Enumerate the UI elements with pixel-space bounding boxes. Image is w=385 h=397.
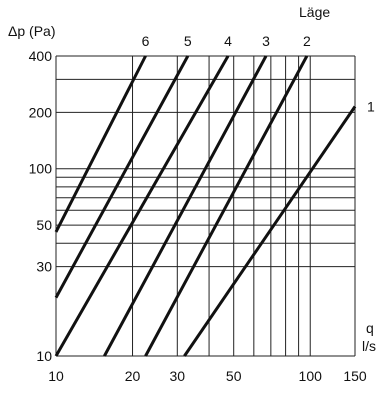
x-tick-label-10: 10: [48, 368, 64, 384]
series-lines: [54, 55, 357, 357]
y-tick-label-50: 50: [36, 217, 52, 233]
y-tick-label-200: 200: [29, 104, 53, 120]
y-tick-label-10: 10: [36, 348, 52, 364]
labels: Δp (Pa) Läge 6 5 4 3 2 1 10 20 30 50 100 150 10 30 50 1…: [8, 4, 376, 384]
series-label-2: 2: [303, 33, 311, 49]
series-label-5: 5: [184, 33, 192, 49]
x-tick-label-30: 30: [170, 368, 186, 384]
series-line-6: [54, 55, 147, 233]
series-line-1: [183, 105, 357, 357]
x-axis-label-q: q: [366, 320, 374, 336]
series-line-4: [54, 55, 230, 357]
x-tick-label-100: 100: [299, 368, 323, 384]
grid: [55, 55, 356, 357]
y-tick-label-400: 400: [29, 48, 53, 64]
series-line-3: [103, 55, 268, 357]
x-tick-label-20: 20: [125, 368, 141, 384]
series-line-2: [144, 55, 309, 357]
y-tick-label-30: 30: [36, 259, 52, 275]
y-tick-label-100: 100: [29, 161, 53, 177]
y-axis-label: Δp (Pa): [8, 23, 55, 39]
series-label-1: 1: [367, 98, 375, 114]
x-tick-label-50: 50: [226, 368, 242, 384]
legend-title: Läge: [299, 4, 330, 20]
series-line-5: [54, 55, 190, 299]
x-axis-label-unit: l/s: [362, 338, 376, 354]
x-tick-label-150: 150: [343, 368, 367, 384]
series-label-3: 3: [262, 33, 270, 49]
series-label-4: 4: [224, 33, 232, 49]
series-label-6: 6: [142, 33, 150, 49]
